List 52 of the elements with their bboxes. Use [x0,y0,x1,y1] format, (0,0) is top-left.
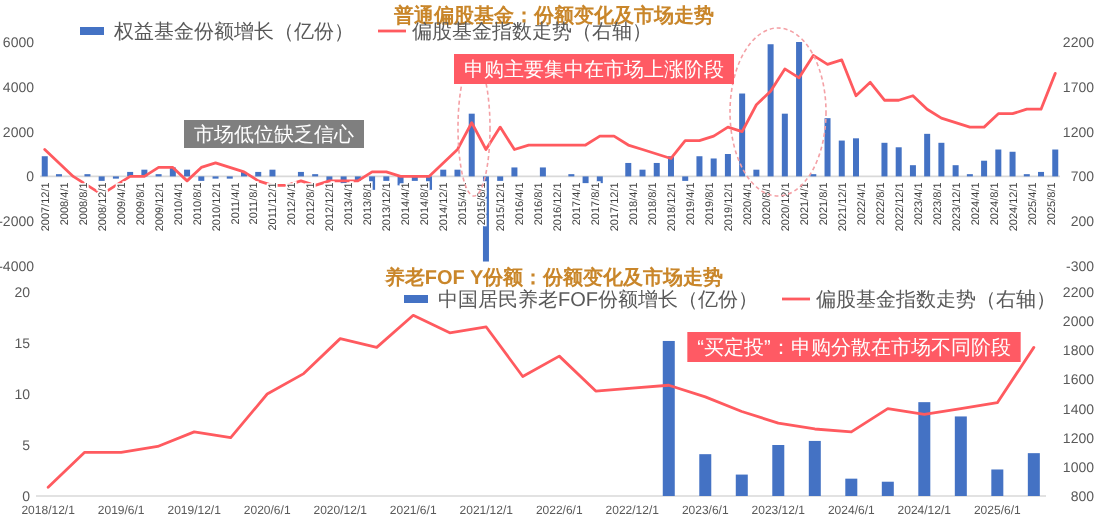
bar [724,154,731,177]
legend-label: 偏股基金指数走势（右轴） [816,288,1056,312]
bar [772,445,785,496]
bar [696,156,703,177]
bar [454,169,461,177]
bar [184,169,191,177]
bar [539,167,546,177]
bar [468,113,475,177]
bar [924,133,931,177]
bar [739,93,746,177]
bar [699,454,712,496]
bar [653,162,660,177]
bar [881,481,894,496]
bar [735,474,748,496]
chart-title: 养老FOF Y份额：份额变化及市场走势 [382,266,724,290]
legend-label: 中国居民养老FOF份额增长（亿份） [438,288,758,312]
bar [981,160,988,177]
bar [895,147,902,177]
bar [954,416,967,496]
bar [781,113,788,177]
bar [918,402,931,496]
line-series [46,313,1036,489]
bar [753,169,760,177]
annotation: 申购主要集中在市场上涨阶段 [464,58,724,83]
bar [1009,151,1016,177]
bar [909,165,916,177]
legend-label: 权益基金份额增长（亿份） [112,20,354,44]
bar [995,149,1002,177]
bar [796,42,803,177]
bar [808,440,821,496]
bar [952,165,959,177]
bar [938,142,945,177]
annotation: 市场低位缺乏信心 [194,123,354,148]
bar [440,169,447,177]
bar [838,140,845,177]
bar [269,169,276,177]
bar [662,340,675,496]
bar [625,162,632,177]
bar [824,118,831,177]
bar [991,469,1004,496]
bar [1027,453,1040,496]
bar [710,158,717,177]
bar [582,176,589,184]
bar [845,478,858,496]
bar [639,169,646,177]
annotation: “买定投”：申购分散在市场不同阶段 [697,336,1011,361]
bar [853,138,859,177]
bar [881,142,888,177]
bar [1052,149,1059,177]
bar [511,167,518,177]
bar [41,156,48,177]
bar [767,44,774,177]
